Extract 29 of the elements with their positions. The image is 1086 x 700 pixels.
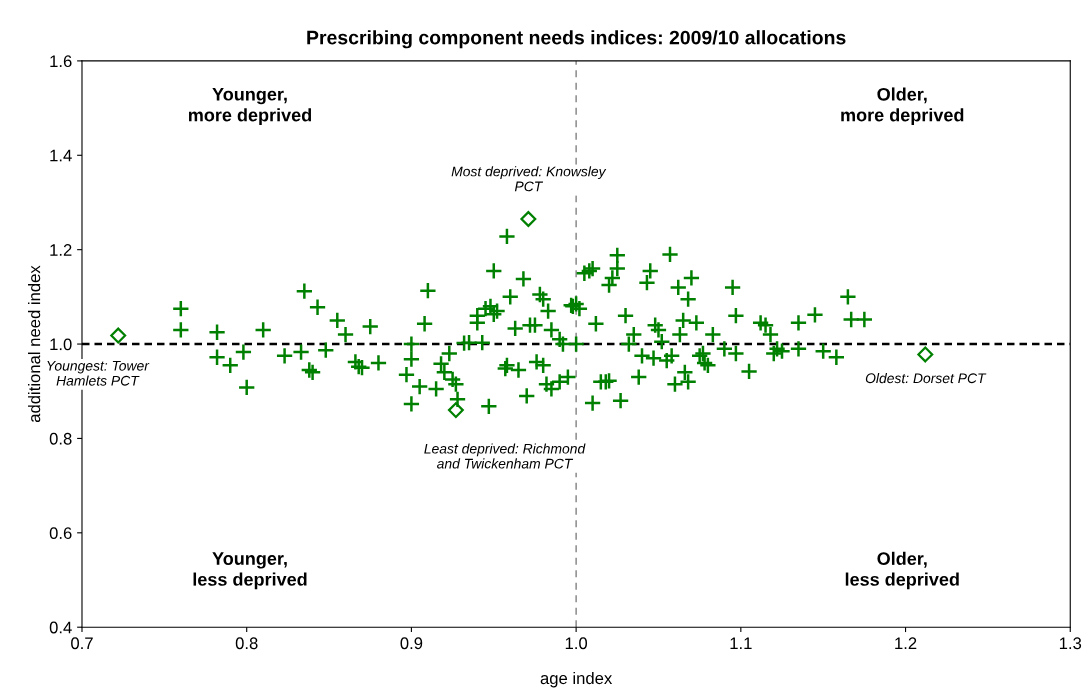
point: [110, 327, 127, 344]
x-tick-label: 0.8: [235, 637, 258, 650]
x-tick-label: 0.7: [71, 637, 93, 650]
point: [520, 211, 537, 227]
x-tick-label: 1.0: [565, 637, 588, 650]
y-tick-label: 0.6: [49, 527, 72, 540]
annotation: Older, less deprived: [845, 551, 959, 590]
point: [917, 346, 934, 363]
annotation: Oldest: Dorset PCT: [865, 372, 987, 384]
annotation: Older, more deprived: [841, 87, 964, 125]
point: [447, 402, 464, 419]
annotation: Youngest: Tower Hamlets PCT: [47, 361, 150, 386]
x-tick-label: 0.9: [400, 637, 423, 650]
y-tick-label: 1.6: [50, 55, 72, 68]
y-tick-label: 0.4: [49, 621, 72, 634]
chart-title: Prescribing component needs indices: 2009/10 allocations: [307, 30, 846, 49]
x-tick-label: 1.1: [730, 637, 752, 649]
x-axis-title: age index: [540, 671, 613, 688]
x-tick-label: 1.2: [895, 637, 917, 649]
annotation: Younger, more deprived: [188, 87, 312, 125]
y-tick-label: 1.0: [50, 338, 72, 351]
x-tick-label: 1.3: [1059, 637, 1082, 650]
y-tick-label: 0.8: [49, 432, 72, 445]
y-axis-title: additional need index: [28, 265, 41, 423]
annotation: Least deprived: Richmond and Twickenham PCT: [424, 443, 586, 469]
annotation: Younger, less deprived: [193, 552, 307, 590]
y-tick-label: 1.4: [50, 149, 72, 162]
y-tick-label: 1.2: [50, 244, 72, 256]
annotation: Most deprived: Knowsley PCT: [451, 166, 607, 192]
